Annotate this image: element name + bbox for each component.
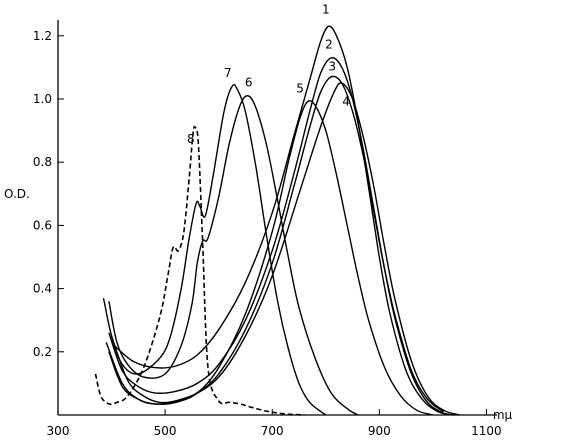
curve-8-line — [94, 125, 305, 416]
curves — [94, 25, 460, 416]
curve-4-line — [108, 82, 460, 416]
curve-labels: 1 2 3 4 5 67 8 — [187, 3, 350, 147]
y-tick-label: 0.8 — [33, 155, 52, 169]
x-tick-label: 300 — [47, 424, 70, 438]
curve-3-label: 3 — [328, 60, 336, 74]
curve-5-line — [105, 100, 434, 416]
curve-6-line — [108, 95, 359, 416]
x-tick-label: 500 — [154, 424, 177, 438]
ticks: 300 500 700 900 1100 0.2 0.4 0.6 0.8 1.0 1.2 — [33, 29, 502, 438]
y-tick-label: 0.6 — [33, 218, 52, 232]
x-tick-label: 900 — [368, 424, 391, 438]
x-axis-label: mμ — [493, 408, 513, 422]
curve-1-line — [113, 25, 455, 416]
y-tick-label: 1.0 — [33, 92, 52, 106]
y-tick-label: 0.2 — [33, 345, 52, 359]
curve-2-label: 2 — [325, 37, 333, 51]
curve-1-label: 1 — [322, 3, 330, 17]
curve-5-label: 5 — [296, 82, 304, 96]
curve-7-label: 7 — [224, 66, 232, 80]
curve-4-label: 4 — [342, 94, 350, 108]
y-tick-label: 0.4 — [33, 282, 52, 296]
curve-3-line — [110, 75, 445, 413]
x-tick-label: 700 — [261, 424, 284, 438]
y-tick-label: 1.2 — [33, 29, 52, 43]
curve-8-label: 8 — [187, 132, 195, 146]
y-axis-label: O.D. — [4, 187, 30, 201]
axes: O.D. mμ — [4, 20, 513, 422]
curve-2-line — [108, 57, 444, 415]
x-tick-label: 1100 — [471, 424, 502, 438]
curve-6-label: 6 — [245, 75, 253, 89]
curve-7-line — [102, 83, 327, 416]
